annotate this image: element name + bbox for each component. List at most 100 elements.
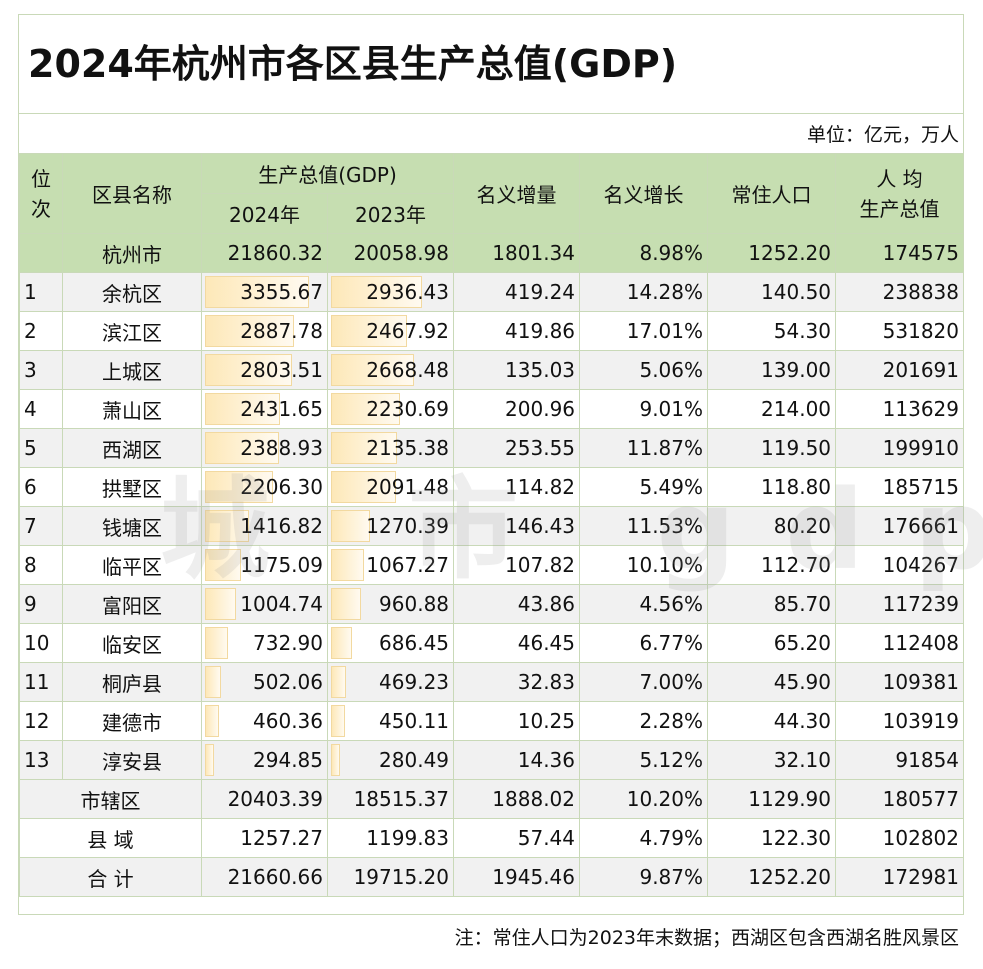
per-capita-cell: 91854 [835, 740, 965, 780]
gdp2024-cell: 2887.78 [201, 311, 328, 351]
aggregate-growth: 10.20% [579, 779, 709, 819]
gdp2023-cell: 1270.39 [326, 506, 455, 546]
aggregate-gdp2023: 19715.20 [326, 857, 455, 897]
gdp2023-cell: 2230.69 [326, 389, 455, 429]
gdp2023-value: 1067.27 [366, 553, 450, 577]
aggregate-gdp2024: 1257.27 [201, 818, 328, 858]
rank-cell: 2 [19, 311, 63, 351]
gdp2023-data-bar [331, 276, 422, 308]
city-gdp2023: 20058.98 [326, 233, 455, 273]
gdp2023-data-bar [331, 705, 345, 737]
gdp2023-data-bar [331, 744, 340, 776]
gdp2024-value: 1175.09 [240, 553, 323, 577]
gdp2023-cell: 2467.92 [326, 311, 455, 351]
increase-cell: 107.82 [453, 545, 581, 585]
per-capita-cell: 199910 [835, 428, 965, 468]
table-row: 2 滨江区 2887.78 2467.92 419.86 17.01% 54.30 53182… [19, 311, 965, 351]
gdp2023-cell: 450.11 [326, 701, 455, 741]
growth-cell: 6.77% [579, 623, 709, 663]
gdp2023-cell: 686.45 [326, 623, 455, 663]
population-cell: 65.20 [707, 623, 837, 663]
per-capita-cell: 185715 [835, 467, 965, 507]
rank-cell: 5 [19, 428, 63, 468]
table-row: 1 余杭区 3355.67 2936.43 419.24 14.28% 140.50 2388… [19, 272, 965, 312]
header-rank: 位次 [19, 153, 63, 234]
gdp2024-data-bar [205, 744, 214, 776]
gdp2024-data-bar [205, 432, 279, 464]
aggregate-population: 1129.90 [707, 779, 837, 819]
growth-cell: 4.56% [579, 584, 709, 624]
gdp2023-cell: 2668.48 [326, 350, 455, 390]
growth-cell: 5.12% [579, 740, 709, 780]
per-capita-cell: 176661 [835, 506, 965, 546]
header-2024: 2024年 [201, 193, 328, 234]
increase-cell: 200.96 [453, 389, 581, 429]
gdp2024-data-bar [205, 471, 273, 503]
per-capita-cell: 104267 [835, 545, 965, 585]
aggregate-per-capita: 180577 [835, 779, 965, 819]
table-row: 11 桐庐县 502.06 469.23 32.83 7.00% 45.90 109381 [19, 662, 965, 702]
city-name: 杭州市 [62, 233, 202, 273]
gdp2023-data-bar [331, 510, 370, 542]
aggregate-growth: 9.87% [579, 857, 709, 897]
gdp2024-value: 502.06 [253, 670, 323, 694]
population-cell: 214.00 [707, 389, 837, 429]
gdp2024-cell: 2206.30 [201, 467, 328, 507]
increase-cell: 419.24 [453, 272, 581, 312]
gdp2023-data-bar [331, 549, 364, 581]
aggregate-name: 市辖区 [19, 779, 202, 819]
gdp2024-cell: 732.90 [201, 623, 328, 663]
aggregate-gdp2024: 20403.39 [201, 779, 328, 819]
per-capita-cell: 103919 [835, 701, 965, 741]
gdp2024-cell: 460.36 [201, 701, 328, 741]
table-row: 3 上城区 2803.51 2668.48 135.03 5.06% 139.00 20169… [19, 350, 965, 390]
header-population: 常住人口 [707, 153, 837, 234]
table-row: 5 西湖区 2388.93 2135.38 253.55 11.87% 119.50 1999… [19, 428, 965, 468]
gdp2023-cell: 2936.43 [326, 272, 455, 312]
growth-cell: 11.53% [579, 506, 709, 546]
increase-cell: 46.45 [453, 623, 581, 663]
table-row: 7 钱塘区 1416.82 1270.39 146.43 11.53% 80.20 17666… [19, 506, 965, 546]
district-name: 拱墅区 [62, 467, 202, 507]
gdp2023-data-bar [331, 666, 346, 698]
district-name: 淳安县 [62, 740, 202, 780]
gdp2023-data-bar [331, 471, 396, 503]
gdp2023-value: 2936.43 [366, 280, 450, 304]
table-row: 9 富阳区 1004.74 960.88 43.86 4.56% 85.70 117239 [19, 584, 965, 624]
per-capita-cell: 109381 [835, 662, 965, 702]
gdp2024-cell: 502.06 [201, 662, 328, 702]
aggregate-population: 1252.20 [707, 857, 837, 897]
rank-cell: 3 [19, 350, 63, 390]
population-cell: 45.90 [707, 662, 837, 702]
increase-cell: 253.55 [453, 428, 581, 468]
rank-cell: 12 [19, 701, 63, 741]
population-cell: 54.30 [707, 311, 837, 351]
city-row: 杭州市 21860.32 20058.98 1801.34 8.98% 1252… [19, 233, 965, 273]
rank-cell: 4 [19, 389, 63, 429]
header-gdp: 生产总值(GDP) [200, 153, 455, 194]
gdp2024-value: 1004.74 [240, 592, 323, 616]
increase-cell: 32.83 [453, 662, 581, 702]
gdp2024-data-bar [205, 588, 236, 620]
aggregate-gdp2023: 18515.37 [326, 779, 455, 819]
gdp2023-data-bar [331, 627, 352, 659]
gdp2024-value: 2431.65 [240, 397, 323, 421]
table-row: 4 萧山区 2431.65 2230.69 200.96 9.01% 214.00 11362… [19, 389, 965, 429]
aggregate-per-capita: 102802 [835, 818, 965, 858]
gdp2023-data-bar [331, 354, 414, 386]
growth-cell: 2.28% [579, 701, 709, 741]
gdp2023-cell: 2135.38 [326, 428, 455, 468]
table-row: 6 拱墅区 2206.30 2091.48 114.82 5.49% 118.80 18571… [19, 467, 965, 507]
gdp2024-value: 1416.82 [240, 514, 323, 538]
district-name: 上城区 [62, 350, 202, 390]
gdp2024-data-bar [205, 549, 241, 581]
rank-cell: 13 [19, 740, 63, 780]
gdp2023-value: 280.49 [379, 748, 450, 772]
gdp2024-cell: 2803.51 [201, 350, 328, 390]
population-cell: 85.70 [707, 584, 837, 624]
header-per-capita-line1: 人 均 [876, 166, 923, 191]
gdp2023-value: 2091.48 [366, 475, 450, 499]
aggregate-growth: 4.79% [579, 818, 709, 858]
gdp2024-data-bar [205, 627, 228, 659]
gdp2024-data-bar [205, 354, 292, 386]
